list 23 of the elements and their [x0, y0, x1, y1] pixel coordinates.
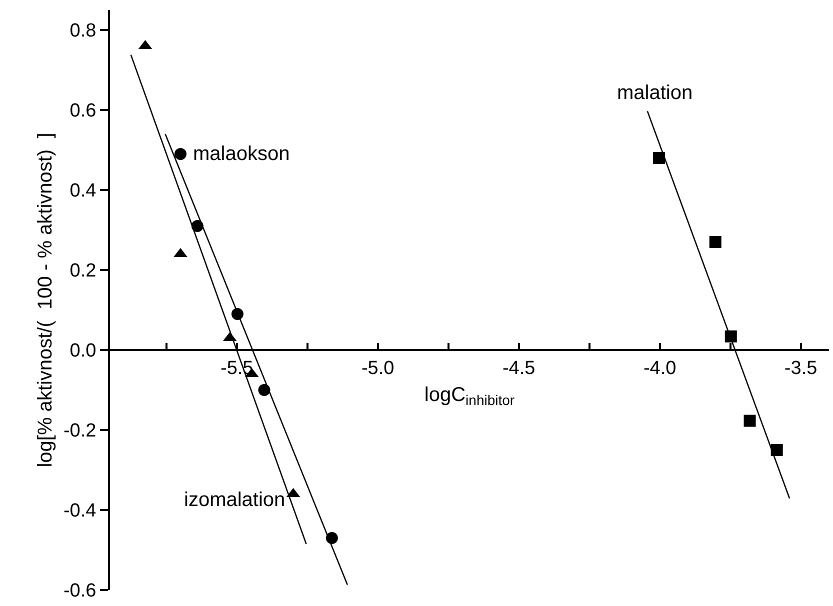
x-tick-label: -3.5	[784, 358, 818, 379]
point	[744, 414, 756, 427]
y-tick-label: 0.6	[70, 100, 96, 122]
x-axis-title: logC$_{inhibitor}$	[424, 384, 515, 408]
annotation: malaokson	[193, 143, 290, 165]
y-tick-label: -0.6	[63, 580, 96, 602]
annotation: malation	[617, 82, 693, 104]
y-tick-label: 0.4	[70, 180, 97, 202]
point	[652, 152, 665, 164]
point	[770, 444, 783, 456]
x-tick-label: -5.0	[361, 358, 394, 379]
y-tick-label: 0.0	[70, 340, 96, 362]
y-tick-label: -0.4	[63, 500, 97, 522]
x-tick-label: -4.5	[502, 358, 536, 379]
point	[174, 148, 186, 160]
point	[258, 384, 270, 396]
y-tick-label: 0.2	[70, 260, 96, 282]
x-tick-label: -4.0	[643, 358, 676, 379]
y-tick-label: -0.2	[63, 420, 96, 442]
y-axis-title: log[% aktivnost/( 100 - % aktivnost) ]	[34, 132, 56, 468]
y-tick-label: 0.8	[70, 20, 96, 42]
point	[709, 236, 722, 248]
annotation: izomalation	[184, 489, 286, 511]
